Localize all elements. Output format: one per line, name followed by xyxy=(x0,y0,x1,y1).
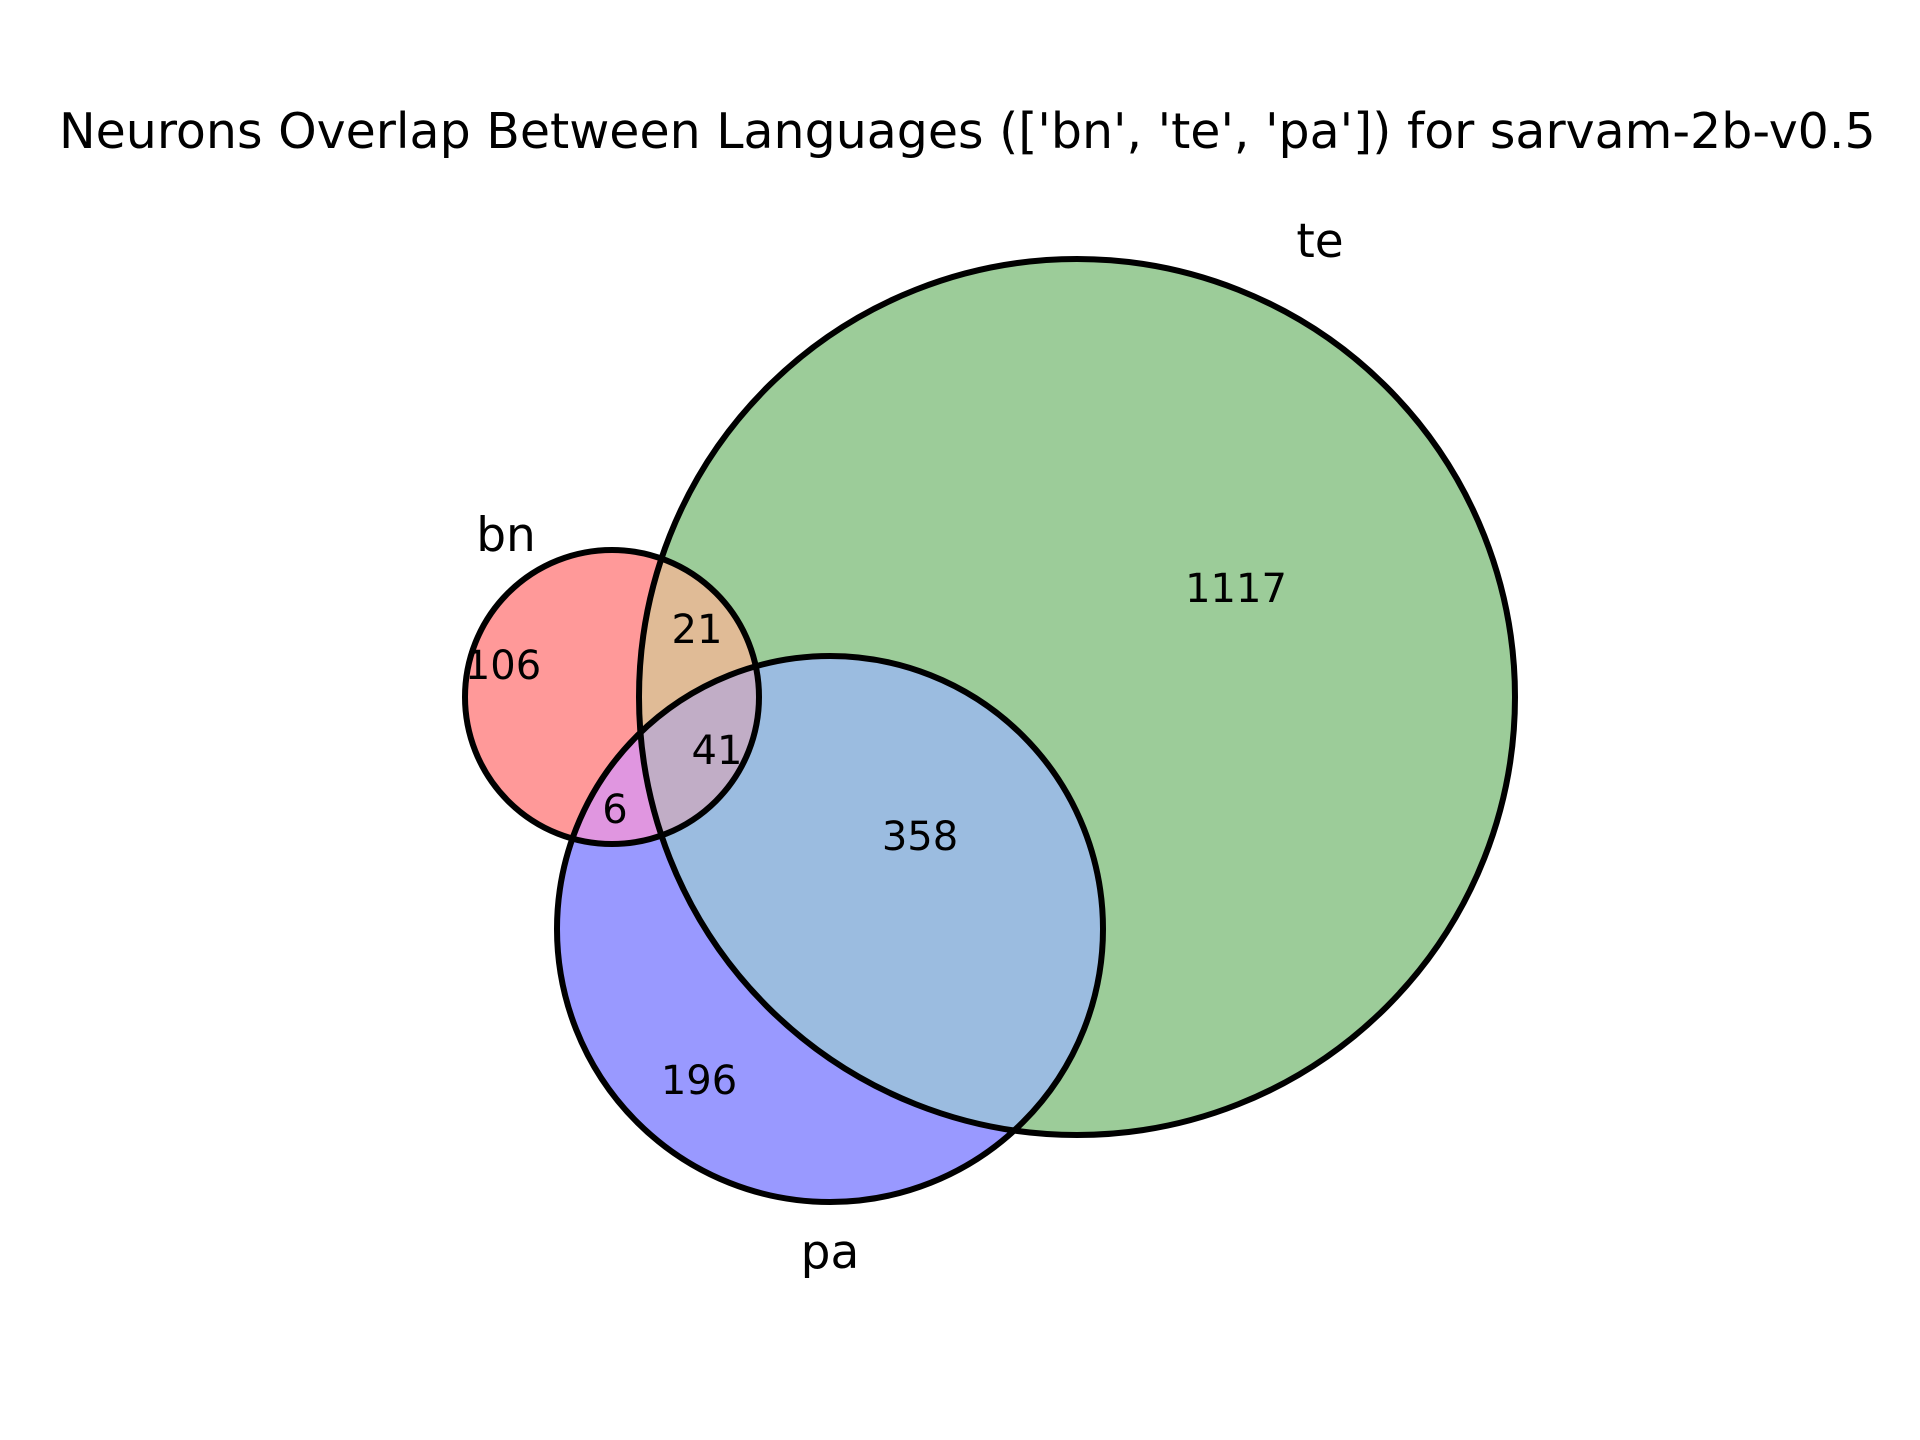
region-label-bn-only: 106 xyxy=(465,643,541,689)
outline-pa xyxy=(554,653,1106,1205)
outline-bn xyxy=(462,547,762,847)
region-label-te-only: 1117 xyxy=(1185,566,1287,612)
outline-te xyxy=(636,256,1518,1138)
set-label-bn: bn xyxy=(476,508,536,563)
region-label-bn-te: 21 xyxy=(672,607,723,653)
region-label-te-pa: 358 xyxy=(882,814,958,860)
chart-title: Neurons Overlap Between Languages (['bn'… xyxy=(59,103,1876,160)
region-label-pa-only: 196 xyxy=(661,1058,737,1104)
set-label-te: te xyxy=(1296,214,1343,269)
set-label-pa: pa xyxy=(801,1225,860,1280)
region-fills xyxy=(465,259,1515,1202)
region-label-bn-pa: 6 xyxy=(602,787,627,833)
set-outlines xyxy=(462,256,1518,1205)
region-label-bn-te-pa: 41 xyxy=(692,728,743,774)
region-bn-te-pa xyxy=(639,656,759,844)
